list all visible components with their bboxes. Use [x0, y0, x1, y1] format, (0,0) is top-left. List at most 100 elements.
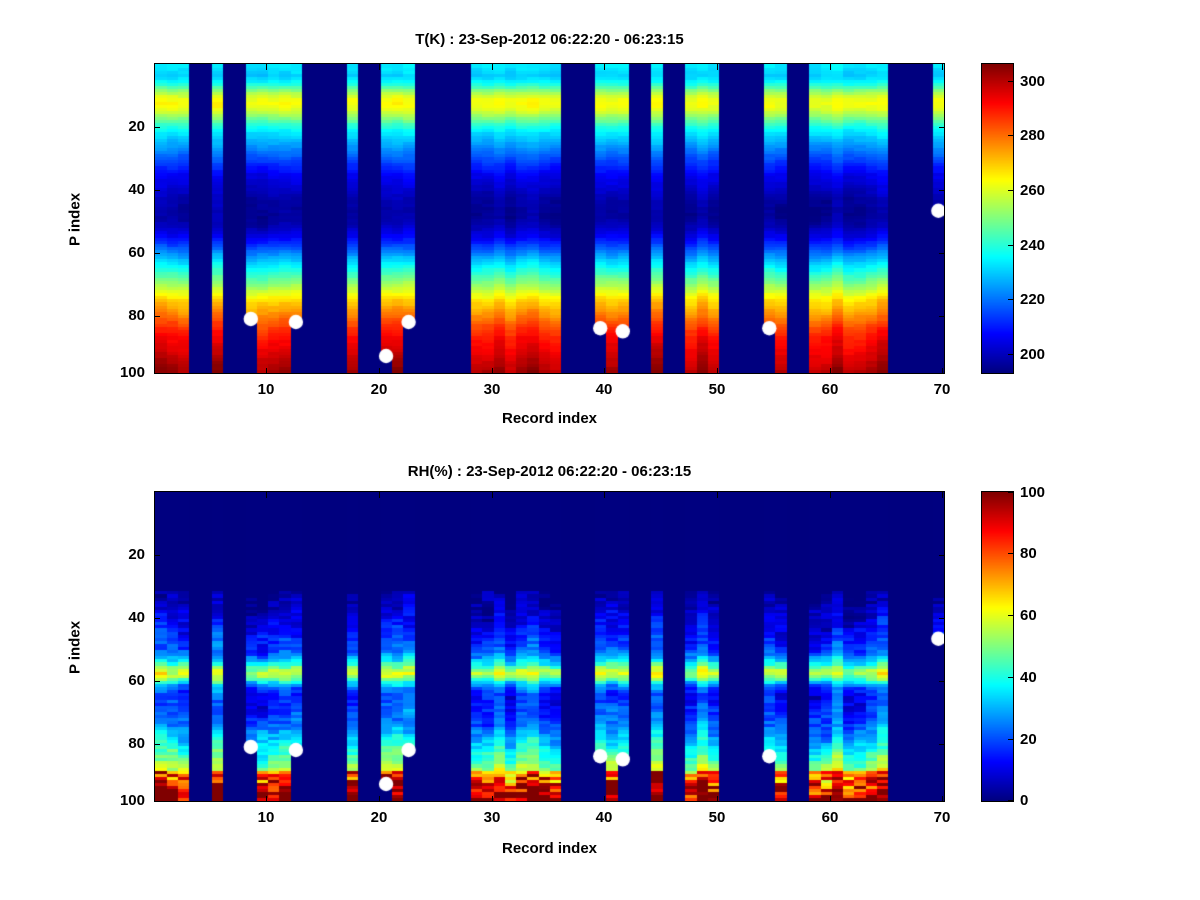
xtick-temperature [266, 64, 267, 70]
ytick-temperature [154, 253, 160, 254]
xticklabel-relative-humidity: 50 [708, 809, 726, 826]
xtick-temperature [379, 368, 380, 374]
xtick-relative-humidity [830, 796, 831, 802]
xticklabel-temperature: 50 [708, 381, 726, 398]
xlabel-temperature: Record index [501, 410, 598, 427]
xtick-temperature [942, 64, 943, 70]
xtick-relative-humidity [492, 796, 493, 802]
colorbar-tick-relative-humidity [1008, 739, 1014, 740]
yticklabel-temperature: 20 [128, 118, 145, 135]
ytick-relative-humidity [154, 618, 160, 619]
xticklabel-relative-humidity: 10 [257, 809, 275, 826]
yticklabel-temperature: 100 [119, 364, 145, 381]
yticklabel-temperature: 80 [128, 307, 145, 324]
colorbar-ticklabel-relative-humidity: 60 [1020, 607, 1037, 624]
ytick-temperature [939, 190, 945, 191]
colorbar-tick-relative-humidity [1008, 615, 1014, 616]
colorbar-tick-relative-humidity [1008, 800, 1014, 801]
colorbar-relative-humidity[interactable] [981, 491, 1014, 802]
heatmap-temperature[interactable] [154, 63, 945, 374]
yticklabel-temperature: 60 [128, 244, 145, 261]
ytick-relative-humidity [154, 801, 160, 802]
xticklabel-temperature: 60 [821, 381, 839, 398]
xticklabel-relative-humidity: 70 [933, 809, 951, 826]
xtick-relative-humidity [266, 492, 267, 498]
yticklabel-relative-humidity: 100 [119, 792, 145, 809]
colorbar-ticklabel-relative-humidity: 80 [1020, 545, 1037, 562]
xticklabel-relative-humidity: 30 [483, 809, 501, 826]
xtick-relative-humidity [379, 796, 380, 802]
ytick-temperature [154, 190, 160, 191]
xtick-relative-humidity [492, 492, 493, 498]
xtick-relative-humidity [717, 492, 718, 498]
colorbar-ticklabel-relative-humidity: 40 [1020, 669, 1037, 686]
colorbar-ticklabel-relative-humidity: 20 [1020, 731, 1037, 748]
colorbar-tick-temperature [1008, 245, 1014, 246]
xticklabel-temperature: 40 [595, 381, 613, 398]
xtick-relative-humidity [717, 796, 718, 802]
yticklabel-temperature: 40 [128, 181, 145, 198]
colorbar-ticklabel-relative-humidity: 100 [1020, 484, 1046, 501]
xtick-temperature [604, 64, 605, 70]
ytick-relative-humidity [939, 744, 945, 745]
colorbar-tick-relative-humidity [1008, 677, 1014, 678]
ytick-relative-humidity [939, 681, 945, 682]
xticklabel-temperature: 30 [483, 381, 501, 398]
xtick-temperature [830, 64, 831, 70]
ytick-temperature [939, 253, 945, 254]
xtick-relative-humidity [604, 796, 605, 802]
xtick-relative-humidity [266, 796, 267, 802]
xtick-relative-humidity [379, 492, 380, 498]
xtick-relative-humidity [604, 492, 605, 498]
colorbar-temperature[interactable] [981, 63, 1014, 374]
panel-title-relative-humidity: RH(%) : 23-Sep-2012 06:22:20 - 06:23:15 [407, 463, 692, 480]
xtick-temperature [492, 368, 493, 374]
ytick-temperature [939, 127, 945, 128]
xticklabel-relative-humidity: 40 [595, 809, 613, 826]
ytick-temperature [154, 316, 160, 317]
yticklabel-relative-humidity: 80 [128, 735, 145, 752]
xtick-temperature [830, 368, 831, 374]
colorbar-ticklabel-temperature: 300 [1020, 73, 1046, 90]
xtick-temperature [717, 64, 718, 70]
ytick-temperature [154, 373, 160, 374]
ytick-relative-humidity [939, 555, 945, 556]
ytick-relative-humidity [154, 744, 160, 745]
ytick-relative-humidity [154, 681, 160, 682]
xtick-relative-humidity [942, 492, 943, 498]
ytick-temperature [154, 127, 160, 128]
colorbar-tick-relative-humidity [1008, 492, 1014, 493]
xtick-temperature [717, 368, 718, 374]
colorbar-ticklabel-temperature: 200 [1020, 346, 1046, 363]
yticklabel-relative-humidity: 20 [128, 546, 145, 563]
colorbar-ticklabel-temperature: 280 [1020, 127, 1046, 144]
ytick-temperature [939, 316, 945, 317]
colorbar-tick-temperature [1008, 190, 1014, 191]
ytick-relative-humidity [154, 555, 160, 556]
xtick-relative-humidity [942, 796, 943, 802]
colorbar-ticklabel-temperature: 260 [1020, 182, 1046, 199]
xlabel-relative-humidity: Record index [501, 840, 598, 857]
xticklabel-relative-humidity: 20 [370, 809, 388, 826]
xticklabel-temperature: 20 [370, 381, 388, 398]
colorbar-tick-temperature [1008, 299, 1014, 300]
xticklabel-relative-humidity: 60 [821, 809, 839, 826]
ylabel-relative-humidity: P index [66, 620, 84, 675]
yticklabel-relative-humidity: 40 [128, 609, 145, 626]
xticklabel-temperature: 70 [933, 381, 951, 398]
colorbar-tick-temperature [1008, 354, 1014, 355]
xtick-temperature [492, 64, 493, 70]
colorbar-tick-temperature [1008, 81, 1014, 82]
colorbar-tick-temperature [1008, 135, 1014, 136]
colorbar-ticklabel-relative-humidity: 0 [1020, 792, 1029, 809]
yticklabel-relative-humidity: 60 [128, 672, 145, 689]
colorbar-ticklabel-temperature: 220 [1020, 291, 1046, 308]
xtick-temperature [942, 368, 943, 374]
heatmap-relative-humidity[interactable] [154, 491, 945, 802]
colorbar-ticklabel-temperature: 240 [1020, 237, 1046, 254]
xtick-relative-humidity [830, 492, 831, 498]
xtick-temperature [604, 368, 605, 374]
colorbar-tick-relative-humidity [1008, 553, 1014, 554]
ytick-relative-humidity [939, 618, 945, 619]
